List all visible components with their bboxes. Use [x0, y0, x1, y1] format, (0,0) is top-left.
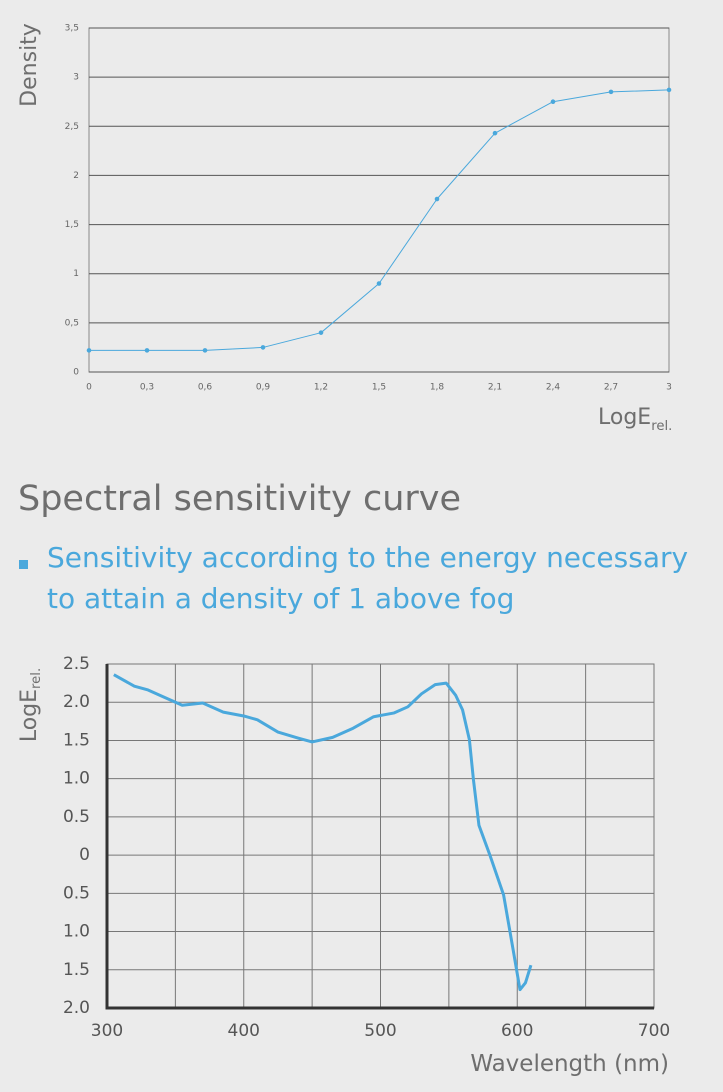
data-point: [492, 130, 498, 136]
x-tick-label: 2,7: [604, 383, 618, 393]
x-tick-label: 700: [638, 1021, 670, 1041]
x-tick-label: 3: [666, 383, 672, 393]
bullet-text: to attain a density of 1 above fog: [47, 582, 514, 615]
data-point: [376, 281, 382, 286]
y-tick-label: 2,5: [65, 122, 79, 132]
x-axis-label: Wavelength (nm): [470, 1051, 669, 1077]
data-line: [113, 673, 533, 992]
bullet-marker: [19, 560, 28, 569]
x-tick-label: 300: [91, 1021, 123, 1041]
y-tick-label: 2: [73, 171, 79, 181]
x-tick-label: 0,3: [140, 383, 154, 393]
y-tick-label: 0: [79, 845, 90, 865]
y-tick-label: 1.0: [63, 769, 90, 789]
x-tick-label: 2,4: [546, 383, 561, 393]
x-tick-label: 1,5: [372, 383, 386, 393]
x-axis-label-main: Wavelength (nm): [470, 1051, 669, 1077]
y-tick-label: 1.5: [63, 730, 90, 750]
data-point: [608, 89, 614, 95]
data-point: [86, 348, 92, 353]
x-tick-label: 500: [364, 1021, 396, 1041]
data-point: [318, 330, 324, 335]
y-tick-label: 0.5: [63, 807, 90, 827]
data-point: [550, 99, 556, 105]
y-tick-label: 2.5: [63, 654, 90, 674]
x-axis-label: LogErel.: [598, 405, 672, 434]
y-axis-label: Density: [17, 23, 42, 107]
x-tick-label: 400: [228, 1021, 260, 1041]
y-tick-label: 1: [73, 269, 79, 279]
data-point: [666, 87, 672, 93]
heading: Spectral sensitivity curve: [18, 479, 461, 519]
y-tick-label: 1,5: [65, 220, 79, 230]
y-axis-label-main: Density: [17, 23, 42, 107]
x-tick-label: 1,8: [430, 383, 445, 393]
y-tick-label: 3: [73, 73, 79, 83]
bullet-text: Sensitivity according to the energy nece…: [47, 541, 688, 574]
x-tick-label: 600: [501, 1021, 533, 1041]
x-tick-label: 0,9: [256, 383, 271, 393]
y-tick-label: 0.5: [63, 883, 90, 903]
x-tick-label: 0: [86, 383, 92, 393]
x-tick-label: 0,6: [198, 383, 213, 393]
y-tick-label: 1.5: [63, 960, 90, 980]
x-tick-label: 2,1: [488, 383, 502, 393]
x-axis-label-main: LogE: [598, 405, 651, 430]
y-tick-label: 2.0: [63, 998, 90, 1018]
x-tick-label: 1,2: [314, 383, 328, 393]
y-tick-label: 3,5: [65, 24, 79, 34]
data-point: [260, 345, 266, 350]
data-point: [434, 196, 440, 202]
y-tick-label: 0,5: [65, 318, 79, 328]
data-point: [202, 348, 208, 353]
y-tick-label: 0: [73, 368, 79, 378]
y-tick-label: 1.0: [63, 922, 90, 942]
y-axis-label-main: LogE: [17, 689, 42, 742]
y-tick-label: 2.0: [63, 692, 90, 712]
y-axis-label: LogErel.: [17, 668, 44, 742]
y-axis-label-sub: rel.: [29, 668, 44, 689]
data-point: [144, 348, 150, 353]
x-axis-label-sub: rel.: [651, 419, 672, 434]
